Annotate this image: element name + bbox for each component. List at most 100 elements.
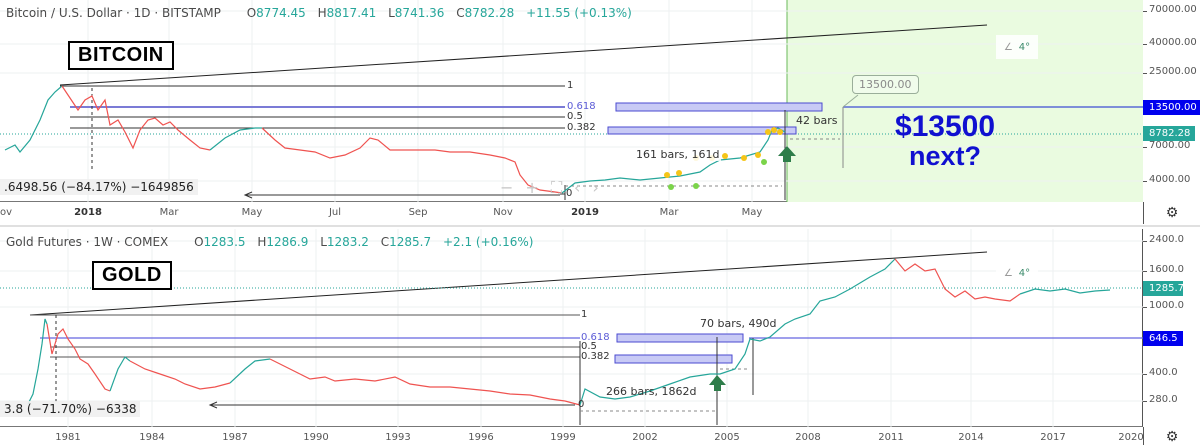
gold-legend: Gold Futures · 1W · COMEX O1283.5 H1286.… xyxy=(6,235,541,249)
drawdown-label: .6498.56 (−84.17%) −1649856 xyxy=(0,179,198,195)
x-tick-label: 2008 xyxy=(795,432,821,443)
bitcoin-time-axis[interactable]: ov 2018 Mar May Jul Sep Nov 2019 Mar May xyxy=(0,202,1143,224)
y-tick-label: 25000.00 xyxy=(1149,66,1197,77)
high-key: H xyxy=(257,235,267,249)
fib-level-0618: 0.618 xyxy=(581,332,610,343)
y-tick-label: 70000.00 xyxy=(1149,4,1197,15)
angle-value: 4° xyxy=(1018,41,1031,53)
y-tick-label: 400.0 xyxy=(1149,367,1178,378)
low-key: L xyxy=(388,6,395,20)
reset-view-button[interactable]: ⛶ xyxy=(550,178,563,197)
fib-level-0: 0 xyxy=(566,188,573,199)
x-tick-label: Nov xyxy=(493,207,513,218)
gear-icon: ⚙ xyxy=(1165,205,1179,221)
y-tick-label: 2400.0 xyxy=(1149,234,1184,245)
open-value: 8774.45 xyxy=(256,6,306,20)
x-tick-label: 2018 xyxy=(74,207,102,218)
gold-chart-canvas xyxy=(0,229,1143,427)
bitcoin-chart-pane[interactable]: Bitcoin / U.S. Dollar · 1D · BITSTAMP O8… xyxy=(0,0,1200,225)
bars-measure-label: 266 bars, 1862d xyxy=(606,385,697,398)
x-tick-label: 2019 xyxy=(571,207,599,218)
bars-measure-label: 161 bars, 161d xyxy=(634,148,722,161)
gold-settings-button[interactable]: ⚙ xyxy=(1143,427,1200,445)
y-tick-label: 4000.00 xyxy=(1149,174,1191,185)
fib-level-05: 0.5 xyxy=(567,111,583,122)
scroll-right-button[interactable]: › xyxy=(592,178,599,197)
x-tick-label: ov xyxy=(0,207,13,218)
x-tick-label: May xyxy=(241,207,263,218)
gear-icon: ⚙ xyxy=(1165,429,1179,445)
scroll-left-button[interactable]: ‹ xyxy=(574,178,581,197)
y-tick-label: 1600.0 xyxy=(1149,264,1184,275)
open-key: O xyxy=(246,6,257,20)
x-tick-label: 2014 xyxy=(958,432,984,443)
zoom-in-button[interactable]: + xyxy=(525,178,539,197)
x-tick-label: Jul xyxy=(328,207,342,218)
high-value: 1286.9 xyxy=(266,235,309,249)
x-tick-label: 1993 xyxy=(385,432,411,443)
x-tick-label: 2002 xyxy=(632,432,658,443)
angle-icon: ∠ xyxy=(1003,41,1013,53)
low-value: 1283.2 xyxy=(326,235,369,249)
close-key: C xyxy=(456,6,465,20)
angle-indicator: ∠ 4° xyxy=(996,35,1038,59)
last-price-badge: 1285.7 xyxy=(1143,281,1184,296)
high-value: 8817.41 xyxy=(326,6,377,20)
x-tick-label: Mar xyxy=(659,207,679,218)
fib-level-0382: 0.382 xyxy=(567,122,596,133)
bitcoin-legend: Bitcoin / U.S. Dollar · 1D · BITSTAMP O8… xyxy=(6,6,640,20)
gold-title-label: GOLD xyxy=(92,261,172,290)
target-price-badge: 13500.00 xyxy=(1143,100,1200,115)
y-tick-label: 40000.00 xyxy=(1149,37,1197,48)
gold-price-axis[interactable]: 2400.0 1600.0 1000.0 400.0 280.0 1285.7 … xyxy=(1143,229,1200,429)
angle-value: 4° xyxy=(1018,267,1031,279)
x-tick-label: 2020 xyxy=(1118,432,1144,443)
y-tick-label: 7000.00 xyxy=(1149,140,1191,151)
zoom-out-button[interactable]: − xyxy=(500,178,514,197)
low-value: 8741.36 xyxy=(394,6,445,20)
x-tick-label: 2005 xyxy=(714,432,740,443)
fib-level-1: 1 xyxy=(581,309,588,320)
close-value: 1285.7 xyxy=(389,235,432,249)
x-tick-label: 1987 xyxy=(222,432,248,443)
bars-70-label: 70 bars, 490d xyxy=(700,317,777,330)
bitcoin-symbol: Bitcoin / U.S. Dollar · 1D · BITSTAMP xyxy=(6,6,221,20)
bitcoin-plot-area[interactable]: Bitcoin / U.S. Dollar · 1D · BITSTAMP O8… xyxy=(0,0,1143,202)
fib-level-0: 0 xyxy=(578,399,585,410)
gold-symbol: Gold Futures · 1W · COMEX xyxy=(6,235,169,249)
close-key: C xyxy=(380,235,390,249)
x-tick-label: 1984 xyxy=(139,432,165,443)
gold-chart-pane[interactable]: Gold Futures · 1W · COMEX O1283.5 H1286.… xyxy=(0,225,1200,445)
change-value: +11.55 (+0.13%) xyxy=(526,6,632,20)
x-tick-label: Sep xyxy=(408,207,428,218)
fib-level-0382: 0.382 xyxy=(581,351,610,362)
gold-plot-area[interactable]: Gold Futures · 1W · COMEX O1283.5 H1286.… xyxy=(0,229,1143,427)
close-value: 8782.28 xyxy=(464,6,515,20)
drawdown-label: 3.8 (−71.70%) −6338 xyxy=(0,401,141,417)
y-tick-label: 1000.0 xyxy=(1149,300,1184,311)
high-key: H xyxy=(317,6,327,20)
x-tick-label: 2017 xyxy=(1040,432,1066,443)
chart-nav-controls: − + ⛶ ‹ › xyxy=(500,178,599,201)
target-price-badge: 646.5 xyxy=(1143,331,1183,346)
x-tick-label: Mar xyxy=(159,207,179,218)
x-tick-label: 1990 xyxy=(303,432,329,443)
bitcoin-settings-button[interactable]: ⚙ xyxy=(1143,202,1200,224)
open-value: 1283.5 xyxy=(203,235,246,249)
x-tick-label: 2011 xyxy=(878,432,904,443)
angle-icon: ∠ xyxy=(1003,267,1013,279)
x-tick-label: 1999 xyxy=(550,432,576,443)
low-key: L xyxy=(320,235,327,249)
headline-question: next? xyxy=(908,141,981,171)
fib-level-05: 0.5 xyxy=(581,341,597,352)
open-key: O xyxy=(194,235,204,249)
bitcoin-chart-canvas xyxy=(0,0,1143,202)
y-tick-label: 280.0 xyxy=(1149,394,1178,405)
x-tick-label: 1981 xyxy=(55,432,81,443)
change-value: +2.1 (+0.16%) xyxy=(442,235,534,249)
headline-price: $13500 xyxy=(894,110,996,143)
fib-level-0618: 0.618 xyxy=(567,101,596,112)
gold-time-axis[interactable]: 1981 1984 1987 1990 1993 1996 1999 2002 … xyxy=(0,427,1143,445)
bitcoin-title-label: BITCOIN xyxy=(68,41,174,70)
bitcoin-price-axis[interactable]: 70000.00 40000.00 25000.00 7000.00 4000.… xyxy=(1143,0,1200,202)
